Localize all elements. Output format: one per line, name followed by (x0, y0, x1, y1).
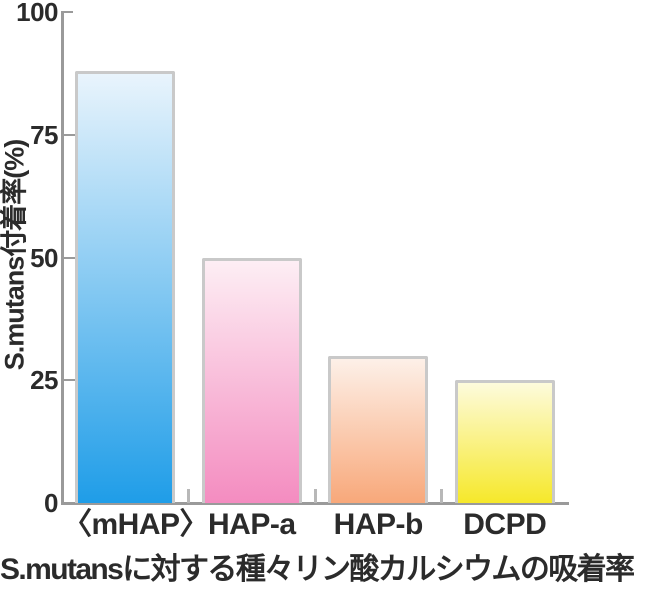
bar-fill (78, 73, 173, 503)
y-axis-tick-mark (64, 379, 75, 382)
y-axis-tick-label-row: 100 (0, 0, 58, 25)
bar[interactable] (328, 355, 429, 503)
y-axis-tick-label: 50 (30, 242, 58, 273)
bar-fill (457, 383, 552, 503)
bar-fill (204, 260, 299, 503)
bar-fill (331, 358, 426, 503)
y-axis-tick-mark (64, 11, 73, 13)
x-axis-category-label: HAP-a (207, 508, 296, 541)
bar[interactable] (454, 380, 555, 503)
y-axis-tick-label: 75 (30, 119, 58, 150)
y-axis-tick-mark (64, 133, 75, 136)
x-axis-category-label: 〈mHAP〉 (62, 508, 210, 541)
y-axis-tick-label: 100 (16, 0, 58, 27)
y-axis-tick-label-row: 0 (0, 490, 58, 516)
x-axis-category-label: DCPD (463, 508, 547, 541)
y-axis-tick-label: 0 (44, 488, 58, 518)
bar[interactable] (75, 70, 176, 503)
y-axis-tick-label-row: 25 (0, 367, 58, 393)
x-axis-line (61, 502, 569, 505)
y-axis-tick-label-row: 50 (0, 245, 58, 271)
y-axis-tick-mark (64, 256, 75, 259)
y-axis-tick-label: 25 (30, 365, 58, 396)
x-axis-tick-mark (440, 489, 443, 503)
bar[interactable] (201, 257, 302, 503)
y-axis-line (61, 11, 64, 505)
y-axis-tick-label-row: 75 (0, 122, 58, 148)
plot-area (62, 12, 568, 503)
x-axis-tick-mark (187, 489, 190, 503)
x-axis-tick-mark (313, 489, 317, 503)
x-axis-category-label: HAP-b (333, 508, 424, 541)
figure-caption: S.mutansに対する種々リン酸カルシウムの吸着率 (0, 553, 635, 586)
